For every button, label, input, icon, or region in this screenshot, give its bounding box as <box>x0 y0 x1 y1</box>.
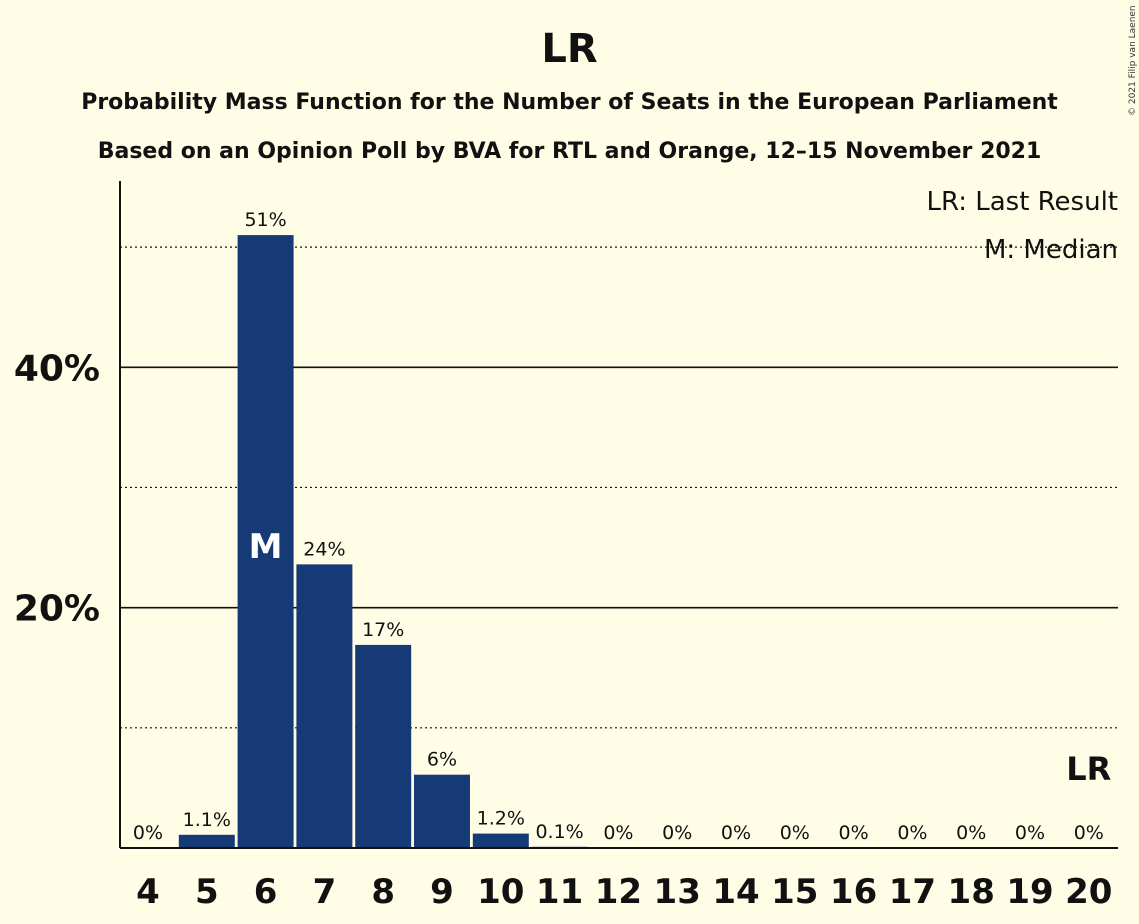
copyright-note: © 2021 Filip van Laenen <box>1128 5 1138 116</box>
data-label-18: 0% <box>956 822 986 844</box>
x-tick-label-9: 9 <box>430 872 454 912</box>
bar-7 <box>296 564 353 848</box>
x-tick-label-19: 19 <box>1006 872 1053 912</box>
x-tick-label-5: 5 <box>195 872 219 912</box>
copyright-text: © 2021 Filip van Laenen <box>1128 5 1138 116</box>
data-label-6: 51% <box>244 209 286 231</box>
data-label-9: 6% <box>427 749 457 771</box>
y-tick-label-1: 40% <box>14 348 100 389</box>
data-label-7: 24% <box>303 538 345 560</box>
data-label-16: 0% <box>839 822 869 844</box>
data-label-5: 1.1% <box>183 809 231 831</box>
bars <box>178 235 588 849</box>
bar-5 <box>178 834 235 848</box>
data-label-8: 17% <box>362 619 404 641</box>
data-label-17: 0% <box>897 822 927 844</box>
x-tick-label-10: 10 <box>477 872 524 912</box>
data-label-12: 0% <box>603 822 633 844</box>
data-label-15: 0% <box>780 822 810 844</box>
x-tick-label-11: 11 <box>536 872 583 912</box>
chart-subtitle-line1: Probability Mass Function for the Number… <box>81 90 1058 115</box>
chart-title: LR <box>541 26 598 72</box>
data-labels: 0% 1.1% 51% 24% 17% 6% 1.2% 0.1% 0% 0% 0% 0% 0% 0% 0% 0… <box>133 209 1111 844</box>
data-label-10: 1.2% <box>477 808 525 830</box>
x-tick-label-20: 20 <box>1065 872 1112 912</box>
bar-6 <box>237 235 294 849</box>
data-label-20: 0% <box>1074 822 1104 844</box>
legend-median: M: Median <box>984 235 1118 265</box>
x-tick-label-6: 6 <box>254 872 278 912</box>
last-result-marker: LR <box>1066 750 1111 788</box>
x-tick-label-13: 13 <box>654 872 701 912</box>
bar-9 <box>414 774 470 848</box>
y-tick-label-0: 20% <box>14 589 100 630</box>
x-tick-label-18: 18 <box>948 872 995 912</box>
x-tick-label-8: 8 <box>371 872 395 912</box>
x-tick-label-12: 12 <box>595 872 642 912</box>
chart-subtitle-line2: Based on an Opinion Poll by BVA for RTL … <box>97 139 1042 164</box>
median-marker: M <box>249 527 283 567</box>
x-tick-label-14: 14 <box>712 872 759 912</box>
data-label-11: 0.1% <box>535 821 583 843</box>
x-tick-label-17: 17 <box>889 872 936 912</box>
x-tick-label-16: 16 <box>830 872 877 912</box>
data-label-19: 0% <box>1015 822 1045 844</box>
x-tick-label-15: 15 <box>771 872 818 912</box>
legend-last-result: LR: Last Result <box>926 187 1118 217</box>
data-label-13: 0% <box>662 822 692 844</box>
data-label-14: 0% <box>721 822 751 844</box>
x-tick-label-7: 7 <box>313 872 337 912</box>
data-label-4: 0% <box>133 822 163 844</box>
x-tick-label-4: 4 <box>136 872 160 912</box>
bar-8 <box>355 644 412 848</box>
axes: 20% 40% 4 5 6 7 8 9 10 11 12 13 14 15 16 17 18 19 20 <box>14 181 1118 912</box>
bar-10 <box>472 833 529 848</box>
